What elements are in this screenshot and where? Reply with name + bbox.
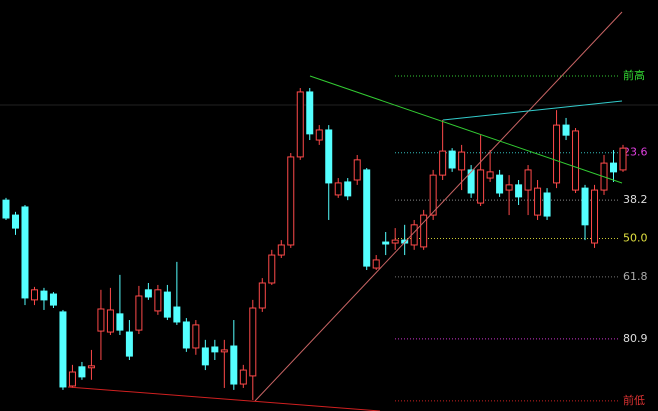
candle-body (68, 371, 76, 387)
candle-body (439, 150, 447, 176)
candle-body (163, 291, 171, 318)
candle-body (505, 184, 513, 191)
candle-body (106, 309, 114, 333)
candle-body (144, 289, 152, 298)
candle-body (553, 124, 561, 184)
candle-body (173, 306, 181, 323)
candle-body (306, 91, 314, 135)
candle-body (2, 199, 10, 219)
fib-label: 38.2 (623, 193, 648, 206)
candle-body (610, 162, 618, 173)
candle-body (192, 324, 200, 349)
fib-label: 23.6 (623, 146, 648, 159)
candle-body (344, 181, 352, 197)
candle-body (182, 321, 190, 349)
candle-body (524, 169, 532, 191)
candle-body (372, 259, 380, 269)
fib-label: 80.9 (623, 332, 648, 345)
candle-body (534, 187, 542, 216)
candle-body (296, 91, 304, 158)
candle-body (420, 214, 428, 248)
candle-body (11, 214, 19, 229)
candle-body (230, 345, 238, 385)
candle-body (543, 192, 551, 217)
candle-body (40, 290, 48, 301)
candle-body (591, 189, 599, 244)
fib-label: 前高 (623, 68, 645, 82)
candle-body (486, 171, 494, 179)
candle-body (619, 147, 627, 171)
trend-line (67, 386, 381, 411)
candle-body (315, 129, 323, 141)
candle-body (258, 282, 266, 309)
candle-body (30, 289, 38, 301)
fib-levels: 前高 23.6 38.2 50.0 61.8 80.9 前低 (395, 68, 648, 407)
candle-body (391, 239, 399, 244)
trend-line (442, 100, 623, 121)
candle-body (353, 159, 361, 181)
trend-line (254, 11, 623, 402)
candle-body (239, 369, 247, 385)
candle-body (572, 130, 580, 191)
candle-body (363, 169, 371, 267)
candle-body (496, 174, 504, 194)
candle-body (325, 129, 333, 184)
candle-body (87, 365, 95, 369)
fib-label: 50.0 (623, 231, 648, 244)
candle-body (429, 174, 437, 216)
candles (2, 88, 627, 400)
candle-body (154, 289, 162, 312)
candle-body (97, 308, 105, 332)
candle-body (515, 184, 523, 198)
candle-body (581, 187, 589, 226)
candle-body (211, 346, 219, 353)
candle-body (477, 169, 485, 204)
candle-body (448, 150, 456, 169)
candle-body (125, 331, 133, 357)
candle-body (382, 241, 390, 245)
candle-body (562, 124, 570, 136)
candle-body (59, 311, 67, 388)
trend-line (309, 75, 623, 184)
candle-body (277, 244, 285, 256)
candle-body (249, 307, 257, 377)
drawings (67, 11, 623, 411)
candle-body (135, 295, 143, 331)
candle-body (49, 293, 57, 306)
candle-body (458, 151, 466, 171)
candle-body (467, 169, 475, 194)
candle-body (78, 366, 86, 378)
candle-body (268, 254, 276, 284)
fib-label: 前低 (623, 393, 645, 407)
candle-body (220, 349, 228, 353)
candle-body (334, 182, 342, 196)
candle-body (21, 206, 29, 299)
candle-body (116, 313, 124, 331)
candle-body (287, 156, 295, 246)
fib-label: 61.8 (623, 270, 648, 283)
candle-body (201, 347, 209, 366)
